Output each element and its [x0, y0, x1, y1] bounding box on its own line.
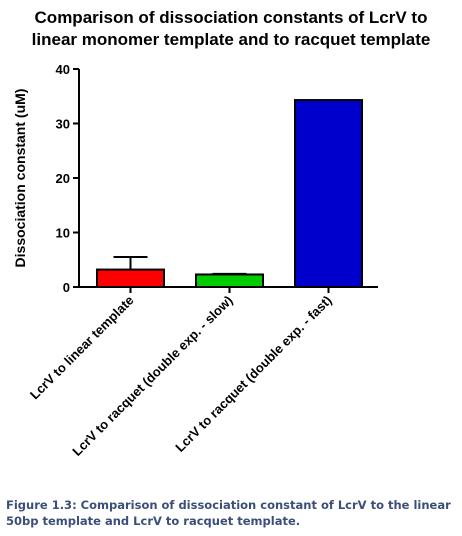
chart-title-line-1: Comparison of dissociation constants of … [35, 8, 428, 27]
figure-caption: Figure 1.3: Comparison of dissociation c… [6, 498, 451, 528]
y-axis-title: Dissociation constant (uM) [12, 89, 28, 268]
y-tick-label: 10 [56, 226, 70, 241]
bar [294, 99, 363, 288]
y-tick-label: 20 [56, 171, 70, 186]
chart-title-line-2: linear monomer template and to racquet t… [32, 30, 431, 49]
x-category-label: LcrV to racquet (double exp. - slow) [69, 293, 235, 459]
bar-chart: Comparison of dissociation constants of … [12, 8, 431, 459]
y-tick-label: 40 [56, 62, 70, 77]
bar [195, 273, 264, 288]
x-category-label: LcrV to racquet (double exp. - fast) [172, 293, 334, 455]
y-tick-label: 0 [63, 280, 70, 295]
x-category-label: LcrV to linear template [27, 293, 137, 403]
bar [96, 268, 165, 288]
y-tick-label: 30 [56, 117, 70, 132]
